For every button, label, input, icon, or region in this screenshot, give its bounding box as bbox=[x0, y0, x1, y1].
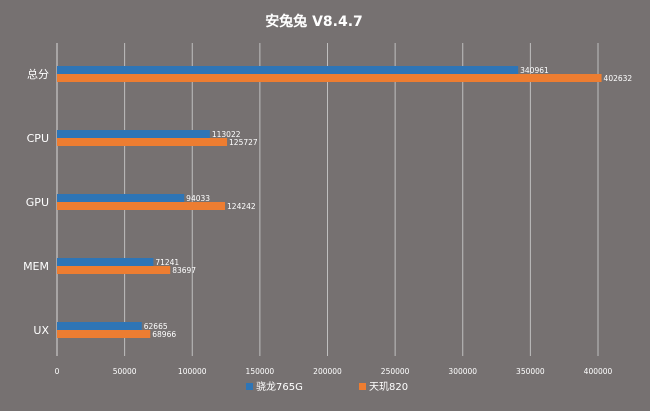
data-label: 113022 bbox=[212, 130, 241, 139]
bar-series1 bbox=[57, 66, 519, 74]
grid-lines bbox=[56, 43, 599, 356]
bar-series1 bbox=[57, 194, 185, 202]
data-label: 62665 bbox=[144, 322, 168, 331]
x-tick-label: 350000 bbox=[516, 367, 545, 376]
bar-series1 bbox=[57, 258, 154, 266]
legend-swatch bbox=[246, 383, 253, 390]
x-tick-label: 50000 bbox=[113, 367, 137, 376]
x-tick-label: 0 bbox=[55, 367, 60, 376]
bar-series1 bbox=[57, 322, 142, 330]
bars bbox=[57, 66, 602, 338]
data-label: 340961 bbox=[520, 66, 549, 75]
x-tick-label: 300000 bbox=[448, 367, 477, 376]
legend-label: 骁龙765G bbox=[256, 380, 303, 393]
bar-series1 bbox=[57, 130, 210, 138]
data-label: 68966 bbox=[152, 330, 176, 339]
category-label: 总分 bbox=[27, 67, 49, 81]
x-tick-label: 200000 bbox=[313, 367, 342, 376]
data-label: 125727 bbox=[229, 138, 258, 147]
data-label: 402632 bbox=[604, 74, 633, 83]
legend-label: 天玑820 bbox=[369, 381, 408, 393]
x-tick-label: 400000 bbox=[584, 367, 613, 376]
x-tick-label: 100000 bbox=[178, 367, 207, 376]
legend: 骁龙765G 天玑820 bbox=[246, 380, 408, 393]
category-label: MEM bbox=[23, 260, 49, 273]
x-tick-label: 150000 bbox=[246, 367, 275, 376]
x-tick-label: 250000 bbox=[381, 367, 410, 376]
data-label: 94033 bbox=[186, 194, 210, 203]
data-label: 71241 bbox=[155, 258, 179, 267]
bar-series2 bbox=[57, 74, 602, 82]
category-label: GPU bbox=[26, 196, 49, 209]
legend-swatch bbox=[359, 383, 366, 390]
bar-series2 bbox=[57, 330, 151, 338]
category-labels: 总分 CPU GPU MEM UX bbox=[23, 67, 49, 337]
chart-title: 安兔兔 V8.4.7 bbox=[265, 13, 363, 30]
bar-series2 bbox=[57, 202, 226, 210]
bar-series2 bbox=[57, 138, 228, 146]
data-label: 83697 bbox=[172, 266, 196, 275]
bar-series2 bbox=[57, 266, 171, 274]
category-label: UX bbox=[33, 324, 49, 337]
x-axis-ticks: 0 50000 100000 150000 200000 250000 300000 3500… bbox=[55, 367, 613, 376]
category-label: CPU bbox=[27, 132, 49, 145]
data-label: 124242 bbox=[227, 202, 256, 211]
